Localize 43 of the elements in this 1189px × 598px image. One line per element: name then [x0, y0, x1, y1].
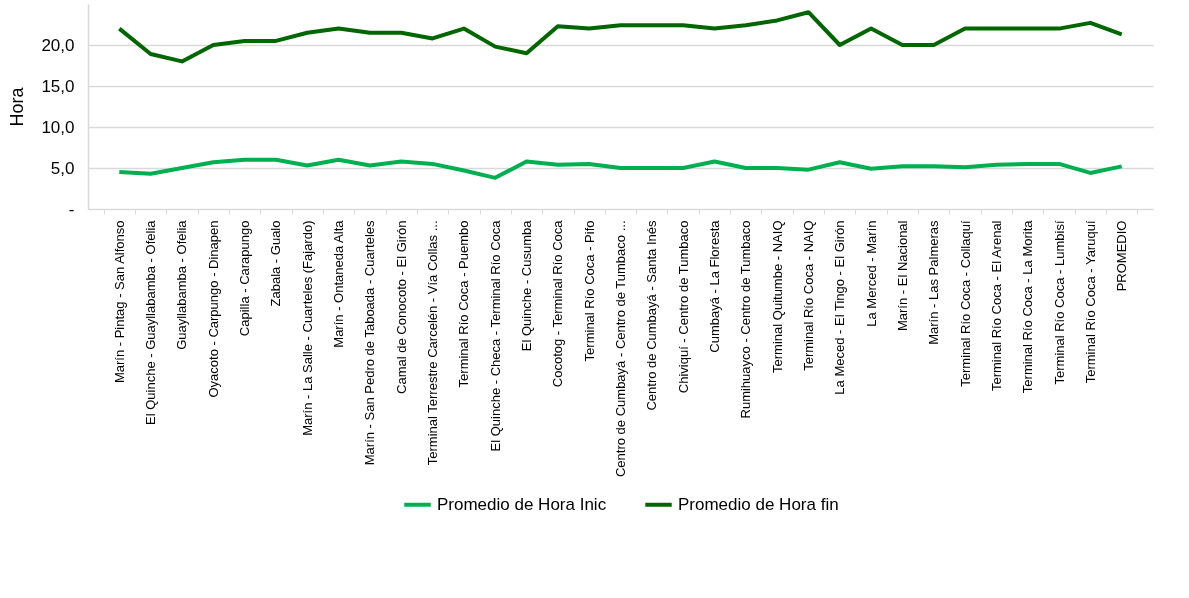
x-tick-label: La Merced - Marín: [863, 220, 879, 327]
x-tick-label: PROMEDIO: [1114, 220, 1130, 292]
x-tick-label: Terminal Río Coca - Collaquí: [957, 220, 973, 387]
x-tick-label: Terminal Río Coca - NAIQ: [800, 220, 816, 371]
x-tick-label: Marín - Las Palmeras: [926, 220, 942, 345]
x-tick-label: Terminal Río Coca - Yaruquí: [1082, 220, 1098, 384]
x-tick-label: Marín - El Nacional: [894, 220, 910, 332]
legend-label: Promedio de Hora fin: [678, 494, 839, 514]
x-tick-label: Terminal Río Coca - Pifo: [581, 220, 597, 362]
x-tick-label: Camal de Conocoto - El Girón: [393, 220, 409, 394]
x-tick-label: Marín - Ontaneda Alta: [331, 219, 347, 348]
line-series: [117, 157, 1124, 180]
x-tick-label: Marín - Pintag - San Alfonso: [111, 220, 127, 384]
x-tick-label: Terminal Río Coca - Puembo: [456, 220, 472, 388]
y-tick-label: 20,0: [41, 35, 75, 55]
x-tick-label: Marín - San Pedro de Taboada - Cuarteles: [362, 220, 378, 466]
legend-label: Promedio de Hora Inic: [437, 494, 607, 514]
x-tick-label: Capilla - Carapungo: [237, 220, 253, 337]
y-axis-title: Hora: [7, 86, 28, 127]
x-tick-label: Terminal Río Coca - La Morita: [1020, 219, 1036, 394]
x-tick-label: Terminal Quitumbe - NAIQ: [769, 220, 785, 373]
x-tick-label: Guayllabamba - Ofelia: [174, 219, 190, 350]
x-tick-label: Cumbayá - La Floresta: [706, 219, 722, 353]
x-tick-label: Marín - La Salle - Cuarteles (Fajardo): [299, 220, 315, 436]
x-tick-label: El Quinche - Checa - Terminal Río Coca: [487, 219, 503, 452]
line-series: [117, 10, 1124, 64]
x-tick-label: Cocotog - Terminal Río Coca: [550, 219, 566, 388]
x-tick-label: La Meced - El Tingo - El Girón: [832, 220, 848, 395]
x-tick-label: Terminal Río Coca - El Arenal: [988, 220, 1004, 392]
x-tick-label: Terminal Río Coca - Lumbisí: [1051, 220, 1067, 385]
x-tick-label: Zabala - Gualo: [268, 220, 284, 307]
x-tick-label: Terminal Terrestre Carcelén - Vía Collas ...: [425, 220, 441, 466]
y-tick-label: 5,0: [50, 158, 75, 178]
y-tick-label: 10,0: [41, 117, 75, 137]
x-tick-label: Centro de Cumbayá - Santa Inés: [644, 220, 660, 411]
x-tick-label: Chiviquí - Centro de Tumbaco: [675, 220, 691, 394]
x-tick-label: Centro de Cumbayá - Centro de Tumbaco ...: [613, 220, 628, 478]
x-tick-label: Oyacoto - Carpungo - Dinapen: [205, 220, 221, 398]
y-tick-label: 15,0: [41, 76, 75, 96]
x-tick-label: El Quinche - Guayllabamba - Ofelia: [143, 219, 159, 425]
x-tick-label: El Quinche - Cusumba: [519, 219, 535, 352]
y-tick-label: -: [68, 199, 75, 219]
x-tick-label: Rumihuayco - Centro de Tumbaco: [738, 220, 754, 419]
